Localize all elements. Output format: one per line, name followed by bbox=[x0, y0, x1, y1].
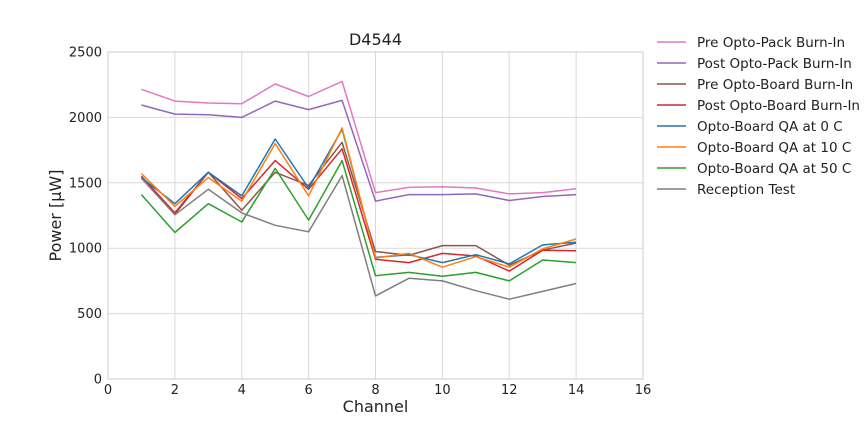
x-tick-label: 0 bbox=[104, 383, 112, 398]
series-line-1 bbox=[141, 80, 577, 195]
y-tick-label: 2000 bbox=[69, 111, 102, 126]
y-tick-label: 0 bbox=[94, 373, 102, 388]
x-tick-label: 8 bbox=[371, 383, 379, 398]
legend-label: Opto-Board QA at 10 C bbox=[697, 140, 851, 156]
legend-label: Opto-Board QA at 50 C bbox=[697, 161, 851, 177]
series-lines bbox=[140, 80, 577, 300]
y-tick-label: 2500 bbox=[69, 46, 102, 61]
x-gridlines bbox=[107, 52, 644, 379]
series-line-4 bbox=[140, 148, 577, 272]
series-line-2 bbox=[141, 99, 577, 202]
legend-label: Opto-Board QA at 0 C bbox=[697, 119, 843, 135]
legend: Pre Opto-Pack Burn-In Post Opto-Pack Burn… bbox=[657, 35, 860, 198]
x-tick-labels: 0 2 4 6 8 10 12 14 16 bbox=[104, 383, 651, 398]
x-tick-label: 2 bbox=[171, 383, 179, 398]
x-axis-label: Channel bbox=[343, 397, 409, 416]
x-tick-label: 12 bbox=[501, 383, 518, 398]
plot-frame bbox=[107, 51, 644, 380]
legend-label: Pre Opto-Pack Burn-In bbox=[697, 35, 845, 51]
y-tick-label: 1000 bbox=[69, 242, 102, 257]
legend-label: Post Opto-Board Burn-In bbox=[697, 98, 860, 114]
x-tick-label: 4 bbox=[238, 383, 246, 398]
series-line-6 bbox=[140, 127, 577, 268]
legend-label: Reception Test bbox=[697, 182, 795, 198]
x-tick-label: 14 bbox=[568, 383, 585, 398]
x-tick-label: 10 bbox=[434, 383, 451, 398]
series-line-8 bbox=[140, 174, 577, 300]
series-line-7 bbox=[140, 159, 577, 282]
y-tick-labels: 0 500 1000 1500 2000 2500 bbox=[69, 46, 102, 388]
chart-title: D4544 bbox=[349, 30, 402, 49]
y-axis-label: Power [μW] bbox=[46, 170, 65, 262]
x-tick-label: 6 bbox=[304, 383, 312, 398]
y-tick-label: 1500 bbox=[69, 176, 102, 191]
x-tick-label: 16 bbox=[635, 383, 652, 398]
y-tick-label: 500 bbox=[77, 307, 102, 322]
legend-label: Pre Opto-Board Burn-In bbox=[697, 77, 853, 93]
legend-label: Post Opto-Pack Burn-In bbox=[697, 56, 852, 72]
